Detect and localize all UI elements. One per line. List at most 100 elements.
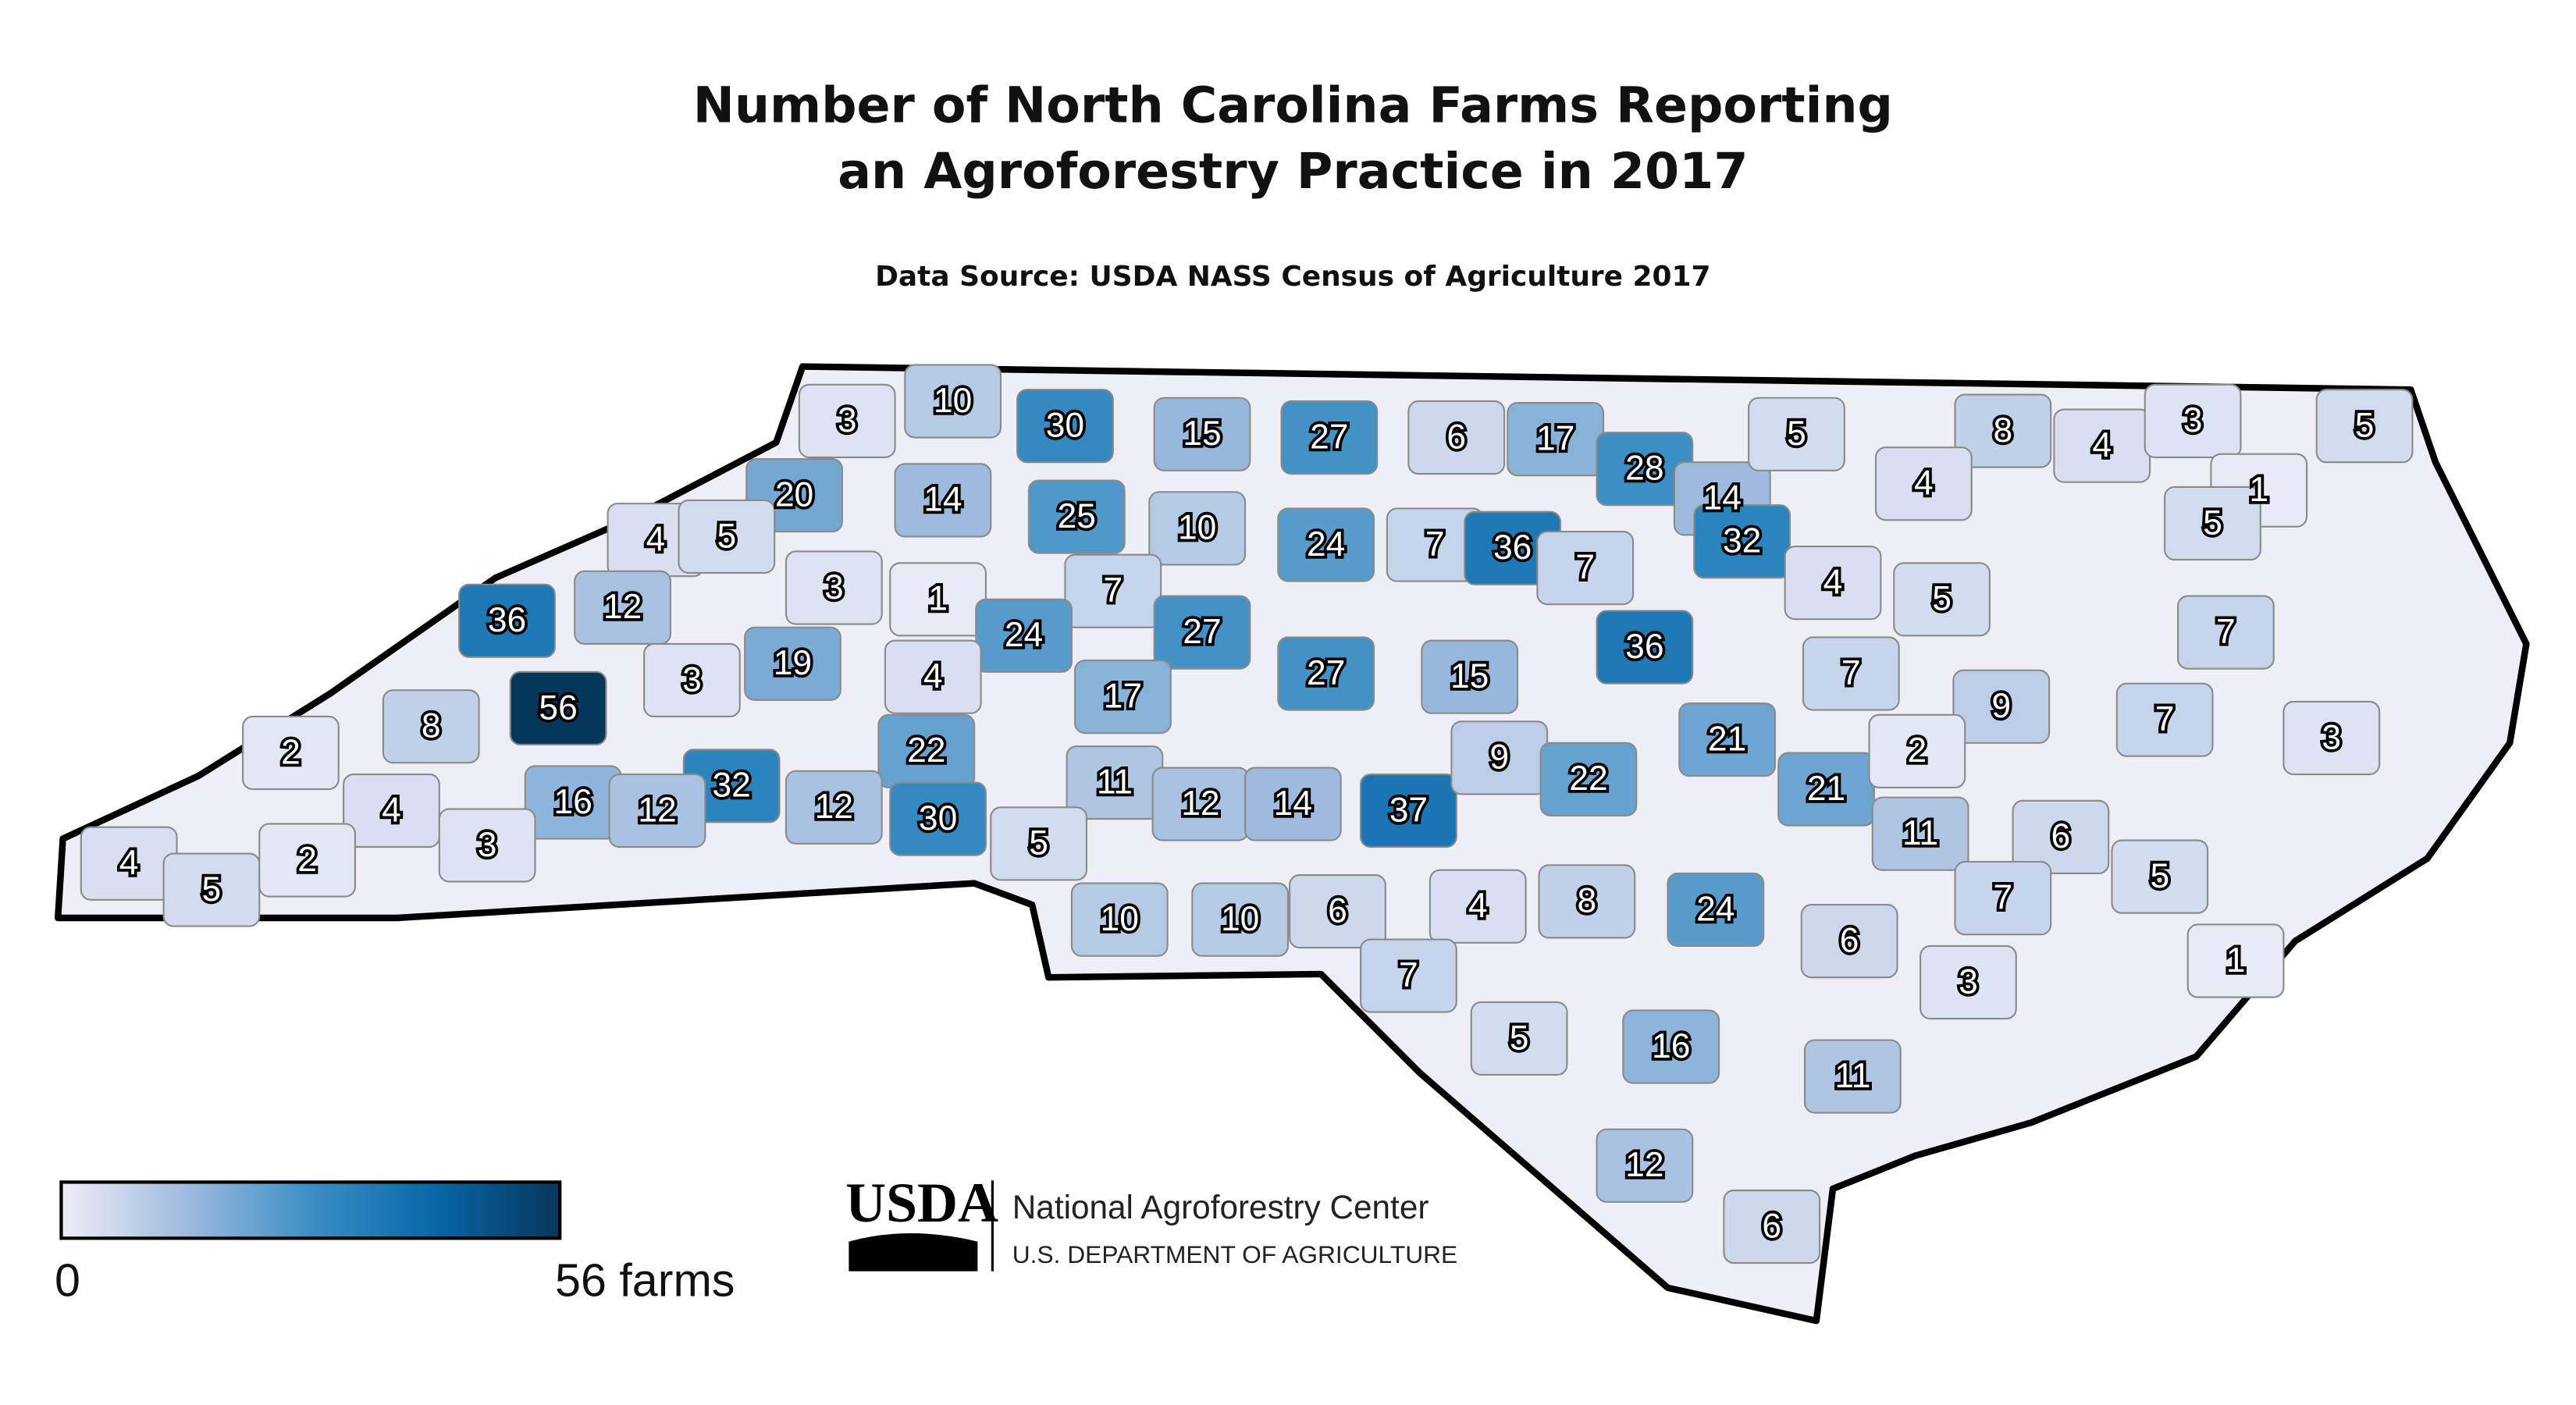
county: [1693, 504, 1791, 579]
county-value: 7: [1841, 654, 1861, 692]
county-value: 3: [478, 826, 497, 864]
county-value: 16: [1652, 1027, 1690, 1065]
county: [1421, 639, 1519, 714]
county-value: 11: [1902, 814, 1938, 852]
county-value: 15: [1450, 657, 1489, 695]
county: [1277, 507, 1375, 582]
county-value: 17: [1536, 419, 1574, 457]
county-value: 3: [2183, 401, 2203, 439]
county-value: 2: [281, 733, 301, 771]
county-value: 4: [646, 521, 666, 559]
county: [1539, 742, 1638, 816]
county-value: 16: [553, 783, 592, 821]
county: [990, 806, 1088, 881]
county-value: 12: [1625, 1146, 1663, 1184]
county: [1074, 660, 1172, 735]
title-line: an Agroforestry Practice in 2017: [838, 142, 1748, 200]
county: [258, 823, 356, 898]
county: [1064, 553, 1162, 628]
county: [1874, 446, 1973, 521]
county-value: 1: [928, 580, 948, 618]
county: [643, 642, 741, 718]
county-value: 5: [2355, 407, 2375, 445]
county: [2144, 383, 2242, 458]
county-value: 8: [422, 707, 441, 745]
county-value: 27: [1310, 418, 1348, 456]
county-value: 27: [1183, 613, 1221, 651]
county-value: 27: [1307, 654, 1345, 692]
county: [2115, 682, 2214, 757]
county: [1153, 397, 1251, 471]
county-value: 25: [1058, 497, 1096, 535]
county: [785, 550, 883, 625]
county: [509, 670, 607, 745]
county-value: 4: [1823, 564, 1843, 602]
county-value: 36: [1625, 628, 1663, 666]
county: [1191, 882, 1290, 957]
county: [382, 689, 480, 764]
county: [894, 463, 992, 538]
county: [1802, 636, 1900, 711]
county-value: 8: [1577, 882, 1596, 920]
county-value: 2: [297, 841, 317, 879]
county-value: 12: [603, 588, 642, 626]
county-value: 10: [1178, 509, 1216, 547]
county-value: 1: [2226, 941, 2246, 980]
county-value: 32: [1723, 522, 1761, 560]
county-value: 4: [1468, 887, 1488, 925]
county: [2282, 700, 2381, 776]
county-value: 4: [2092, 426, 2112, 464]
logo-swoosh: [849, 1233, 978, 1272]
county: [1070, 882, 1169, 957]
county: [1470, 1001, 1568, 1076]
county-value: 10: [1221, 900, 1259, 938]
county: [1868, 713, 1966, 788]
county: [2315, 389, 2414, 464]
county: [884, 639, 982, 714]
legend-max: 56 farms: [555, 1254, 735, 1306]
county-value: 15: [1183, 414, 1221, 453]
county-value: 6: [1446, 418, 1466, 456]
county: [678, 499, 776, 574]
credit-department: U.S. DEPARTMENT OF AGRICULTURE: [1012, 1240, 1457, 1268]
county: [1596, 1128, 1694, 1203]
county-value: 7: [2216, 613, 2236, 651]
county: [1723, 1189, 1821, 1264]
county-value: 22: [1569, 759, 1607, 798]
county-value: 3: [1959, 962, 1978, 1001]
county-value: 4: [382, 791, 401, 829]
county-value: 28: [1625, 450, 1663, 488]
county-value: 5: [202, 870, 222, 909]
county-value: 6: [1762, 1207, 1781, 1245]
usda-logo: USDA: [845, 1172, 998, 1234]
county: [1596, 610, 1694, 685]
county: [1148, 491, 1247, 566]
county: [608, 773, 706, 848]
county-value: 14: [1703, 479, 1742, 518]
county: [889, 781, 987, 856]
county: [1622, 1009, 1720, 1084]
county: [1536, 531, 1635, 606]
county: [2177, 595, 2275, 670]
county: [1871, 796, 1969, 871]
county-value: 4: [1914, 464, 1934, 503]
county-value: 9: [1991, 687, 2011, 725]
county-value: 5: [1787, 414, 1806, 453]
county: [785, 770, 883, 845]
county-value: 7: [1425, 525, 1445, 564]
legend-ramp: [59, 1180, 562, 1240]
county-value: 21: [1807, 770, 1845, 808]
county-value: 6: [1840, 921, 1859, 959]
county-value: 30: [919, 799, 957, 838]
county: [1538, 864, 1636, 939]
county-value: 36: [1493, 528, 1532, 567]
county: [1244, 767, 1342, 841]
county: [1777, 752, 1875, 827]
county: [1920, 944, 2017, 1020]
county-value: 24: [1696, 890, 1735, 928]
county: [1954, 393, 2052, 468]
county: [438, 808, 536, 883]
county: [1952, 669, 2051, 744]
